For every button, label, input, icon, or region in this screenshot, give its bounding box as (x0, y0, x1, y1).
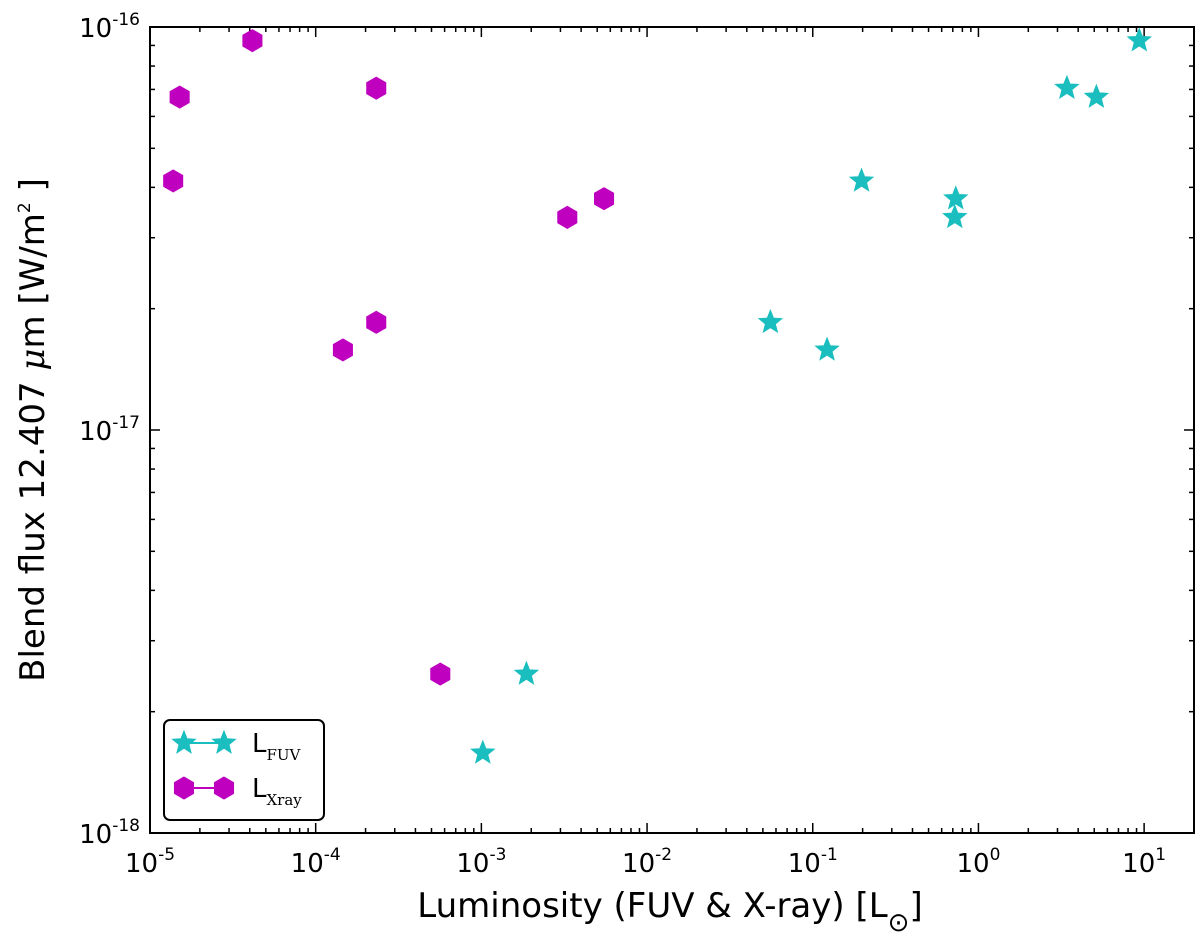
xray-point (169, 85, 190, 109)
legend-box (163, 719, 325, 821)
legend-hexagon-marker (173, 776, 195, 800)
axis-tick-labels: 10-5 10-4 10-3 10-2 10-1 100 101 10-18 10-17 10-1… (79, 10, 1166, 879)
fuv-point (814, 336, 840, 361)
plot-area (149, 26, 1195, 834)
xray-point (242, 29, 263, 53)
legend-hexagon-icon (213, 776, 235, 800)
y-axis-label: Blend flux 12.407 μm [W/m2 ] (13, 178, 53, 682)
x-tick-label: 10-1 (788, 845, 838, 879)
legend-label-fuv: LFUV (252, 729, 302, 764)
x-tick-label: 10-5 (125, 845, 175, 879)
legend-star-icon (171, 729, 197, 754)
legend-hexagon-icon (173, 776, 195, 800)
x-axis-label: Luminosity (FUV & X-ray) [L⊙] (417, 886, 922, 932)
x-tick-label: 101 (1122, 845, 1166, 879)
xray-point (366, 76, 387, 100)
fuv-point (1126, 27, 1153, 52)
x-tick-label: 10-2 (622, 845, 672, 879)
y-tick-label: 10-16 (79, 10, 140, 44)
y-tick-label: 10-17 (79, 413, 140, 447)
xray-point (163, 169, 184, 193)
fuv-point (513, 660, 540, 685)
axis-ticks (149, 26, 1195, 834)
fuv-point (848, 167, 875, 192)
xray-point (557, 205, 578, 229)
legend: LFUV LXray (163, 719, 325, 821)
fuv-point (1083, 83, 1110, 108)
fuv-point (757, 308, 784, 334)
x-tick-label: 100 (956, 845, 1000, 879)
legend-star-icon (211, 729, 237, 754)
data-points (163, 27, 1153, 764)
fuv-point (1054, 74, 1080, 99)
fuv-point (470, 739, 496, 764)
legend-star-marker (211, 729, 237, 754)
xray-point (332, 338, 353, 362)
x-tick-label: 10-3 (456, 845, 506, 879)
legend-label-xray: LXray (252, 774, 302, 809)
y-tick-label: 10-18 (79, 816, 140, 850)
fuv-point (942, 204, 968, 229)
xray-point (594, 187, 615, 211)
x-tick-label: 10-4 (291, 845, 341, 879)
fuv-point (943, 185, 969, 210)
xray-point (366, 310, 387, 334)
xray-point (430, 662, 451, 686)
legend-star-marker (171, 729, 197, 754)
legend-hexagon-marker (213, 776, 235, 800)
